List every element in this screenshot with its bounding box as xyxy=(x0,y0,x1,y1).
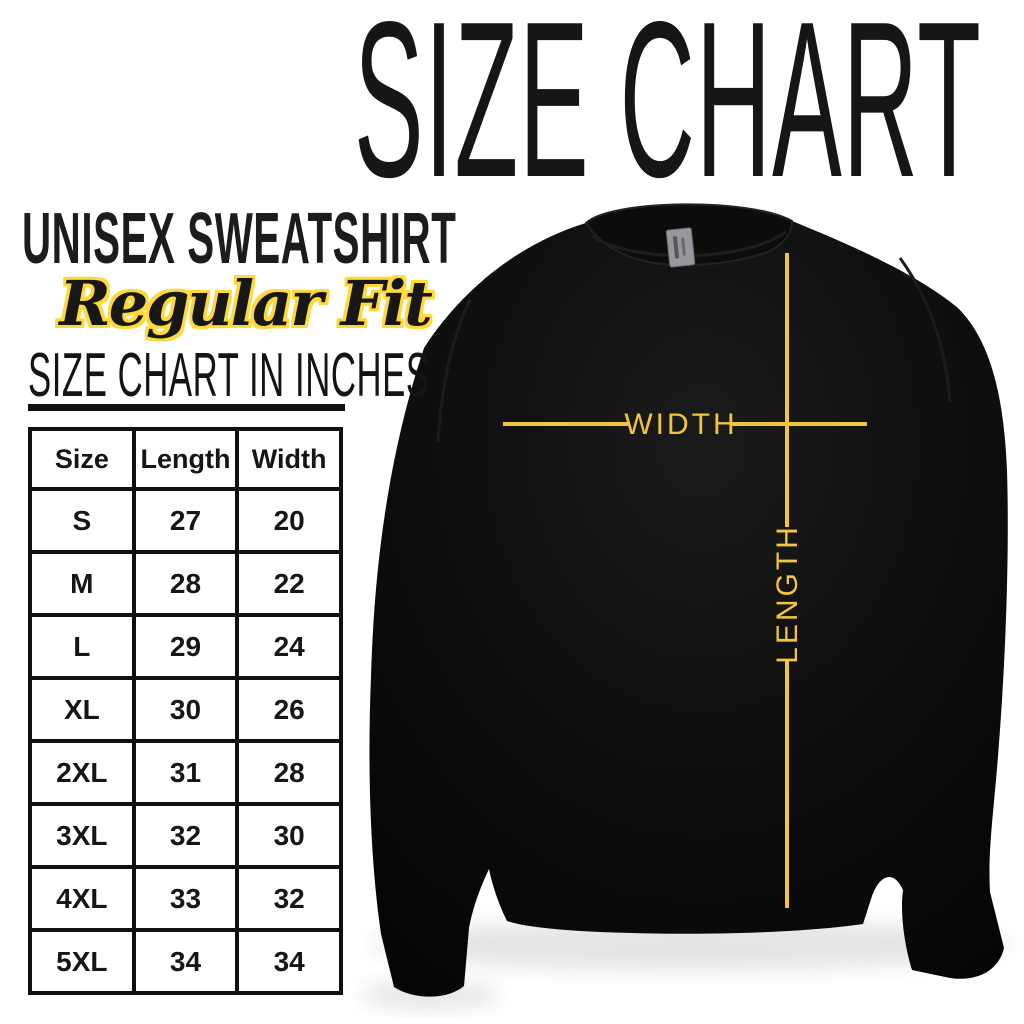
product-name: UNISEX SWEATSHIRT xyxy=(22,199,457,279)
length-cell: 32 xyxy=(131,802,240,869)
table-row: 4XL 33 32 xyxy=(28,865,343,932)
table-row: 2XL 31 28 xyxy=(28,739,343,806)
product-fit: Regular Fit xyxy=(59,267,433,340)
size-cell: L xyxy=(28,613,136,680)
column-header-width: Width xyxy=(235,427,343,491)
column-header-length: Length xyxy=(131,427,240,491)
size-cell: M xyxy=(28,550,136,617)
length-cell: 33 xyxy=(131,865,240,932)
length-cell: 30 xyxy=(131,676,240,743)
width-cell: 32 xyxy=(235,865,343,932)
size-table-body: S 27 20 M 28 22 L 29 24 XL 30 26 2XL 31 28 3XL 32 30 4XL 33… xyxy=(28,487,343,995)
size-cell: 2XL xyxy=(28,739,136,806)
table-row: L 29 24 xyxy=(28,613,343,680)
table-heading-underline xyxy=(28,404,345,411)
header-row: Size Length Width xyxy=(28,427,343,491)
product-fit-wrap: Regular Fit xyxy=(59,267,433,340)
table-row: S 27 20 xyxy=(28,487,343,554)
width-cell: 28 xyxy=(235,739,343,806)
size-table-head: Size Length Width xyxy=(28,427,343,491)
column-header-size: Size xyxy=(28,427,136,491)
right-shoulder-seam xyxy=(898,257,952,403)
length-label: LENGTH xyxy=(771,524,804,664)
sweatshirt-silhouette xyxy=(369,203,1008,997)
table-row: M 28 22 xyxy=(28,550,343,617)
garment-shadow xyxy=(370,919,1010,971)
table-row: XL 30 26 xyxy=(28,676,343,743)
table-heading: SIZE CHART IN INCHES xyxy=(28,341,430,410)
length-cell: 27 xyxy=(131,487,240,554)
width-cell: 22 xyxy=(235,550,343,617)
size-cell: 4XL xyxy=(28,865,136,932)
width-cell: 34 xyxy=(235,928,343,995)
size-table: Size Length Width S 27 20 M 28 22 L 29 24 XL 30 26 2… xyxy=(28,427,343,995)
table-heading-wrap: SIZE CHART IN INCHES xyxy=(28,341,745,410)
length-cell: 28 xyxy=(131,550,240,617)
width-label: WIDTH xyxy=(624,408,737,441)
table-row: 5XL 34 34 xyxy=(28,928,343,995)
width-cell: 20 xyxy=(235,487,343,554)
width-cell: 26 xyxy=(235,676,343,743)
length-cell: 31 xyxy=(131,739,240,806)
width-cell: 24 xyxy=(235,613,343,680)
left-shoulder-seam xyxy=(436,299,472,443)
size-cell: S xyxy=(28,487,136,554)
table-row: 3XL 32 30 xyxy=(28,802,343,869)
size-cell: XL xyxy=(28,676,136,743)
neck-tag xyxy=(665,227,696,268)
length-cell: 34 xyxy=(131,928,240,995)
length-cell: 29 xyxy=(131,613,240,680)
width-cell: 30 xyxy=(235,802,343,869)
size-cell: 5XL xyxy=(28,928,136,995)
size-cell: 3XL xyxy=(28,802,136,869)
product-name-wrap: UNISEX SWEATSHIRT xyxy=(22,199,798,279)
